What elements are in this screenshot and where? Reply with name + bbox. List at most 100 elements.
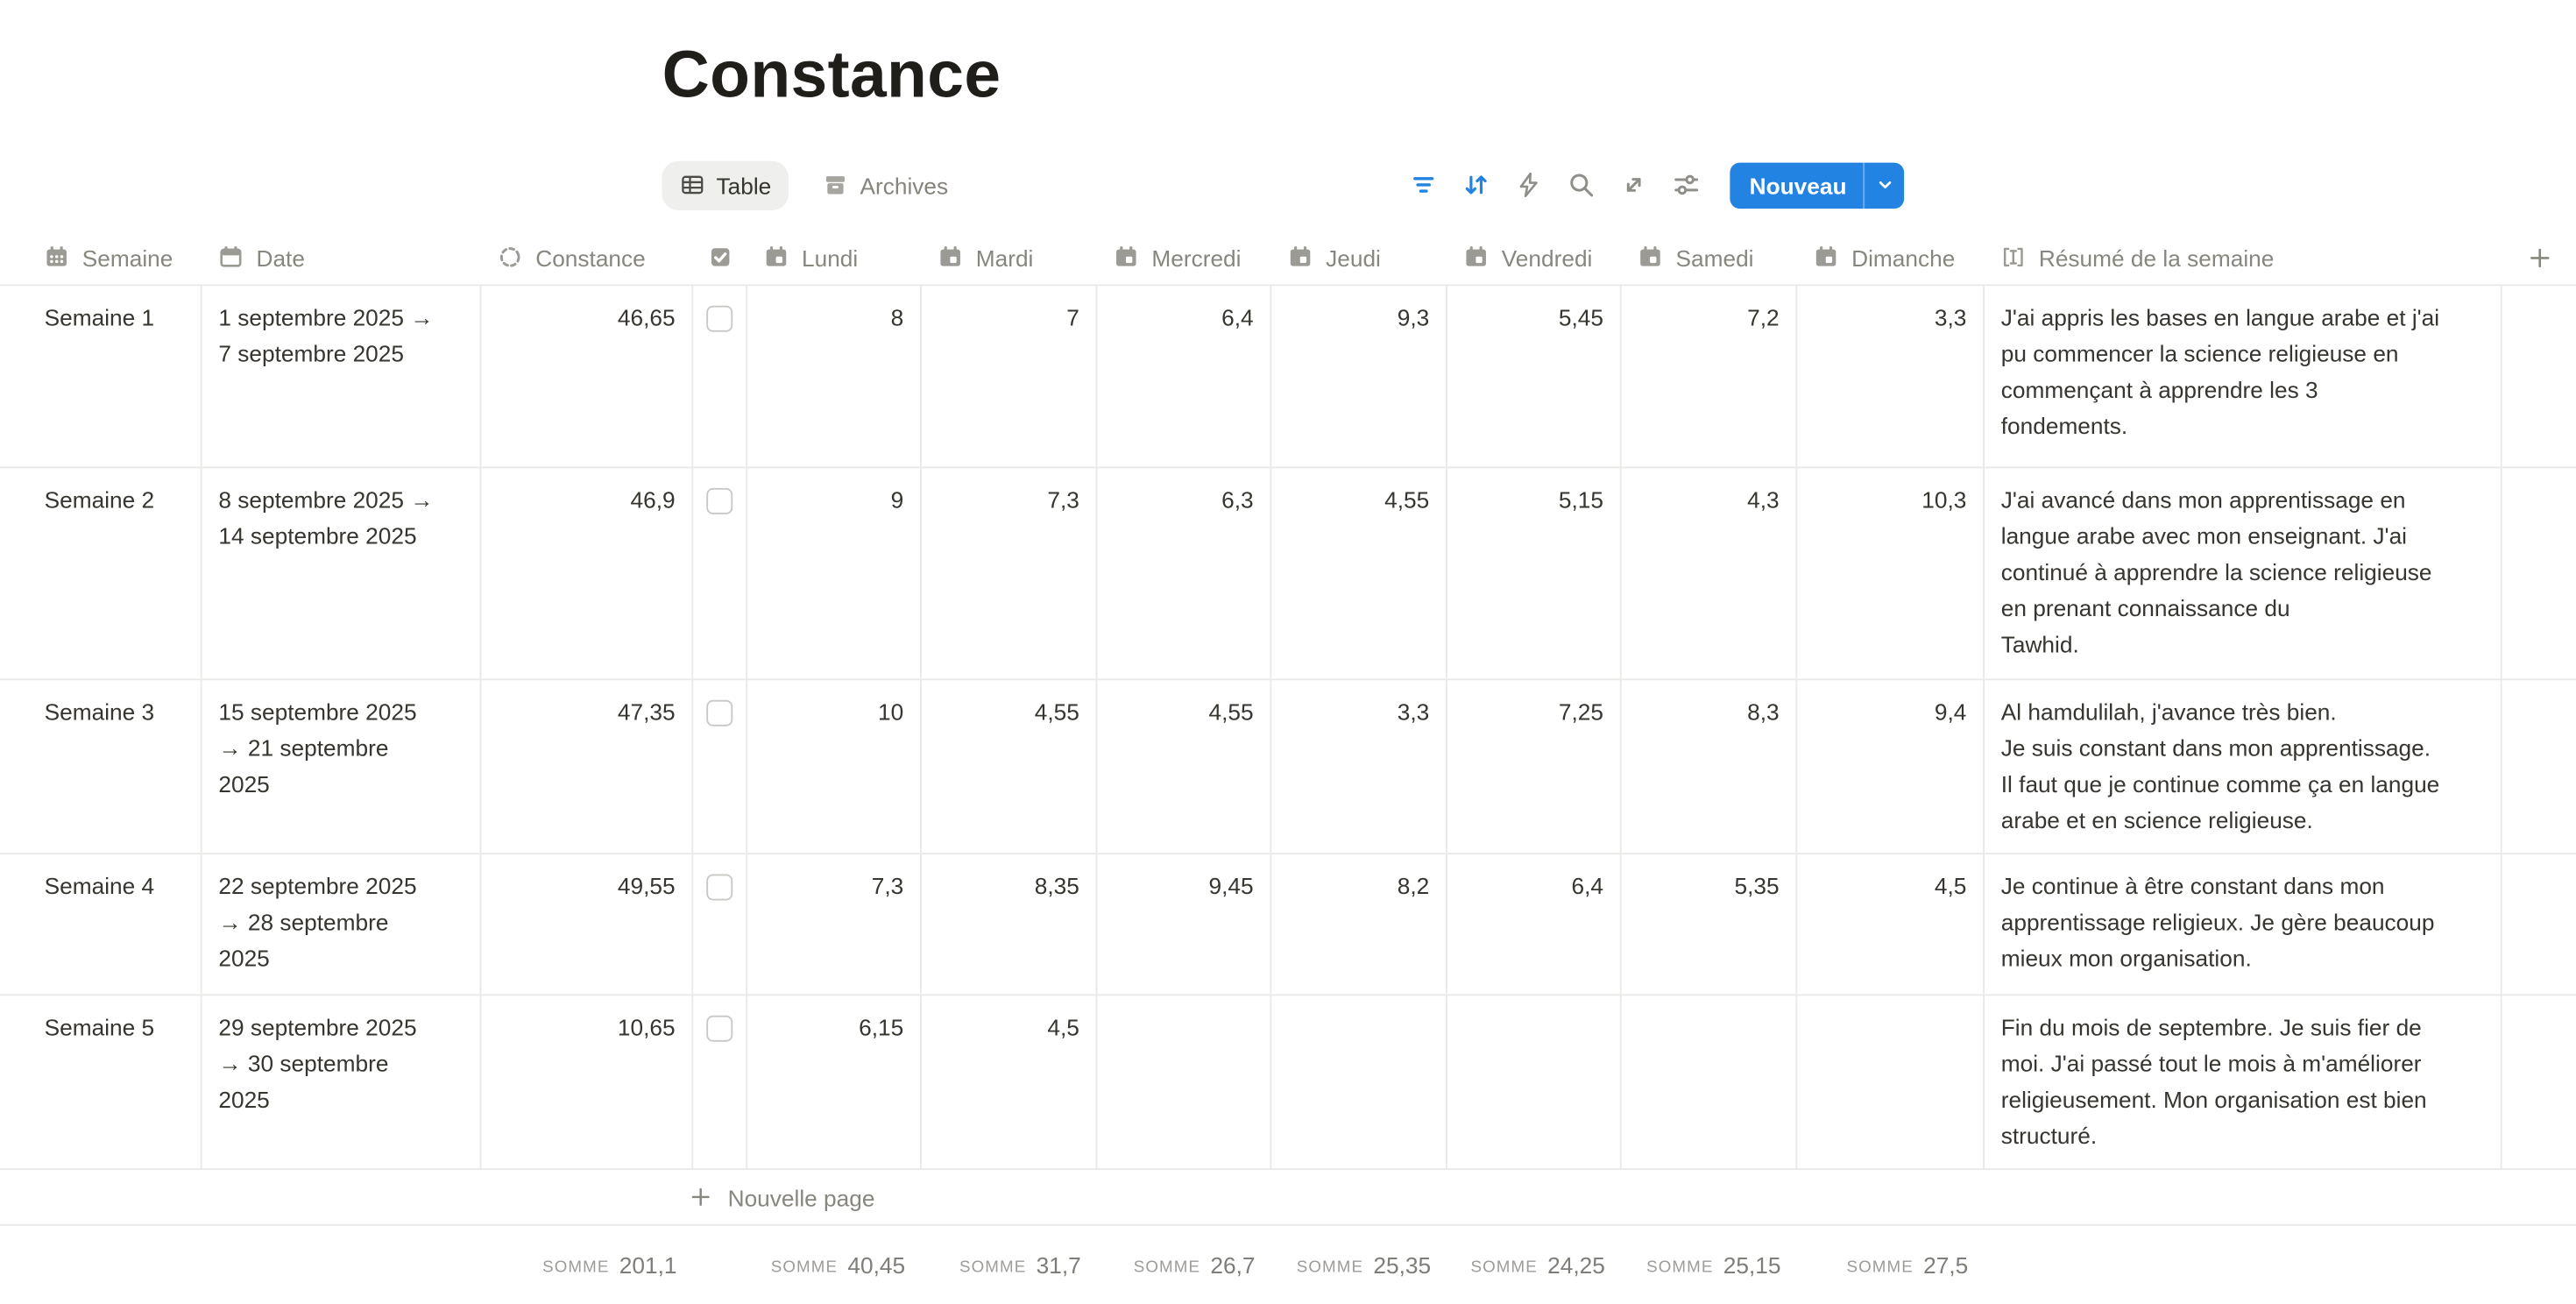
row-checkbox[interactable]	[706, 487, 733, 514]
cell-mardi[interactable]: 7	[922, 286, 1098, 467]
cell-semaine[interactable]: Semaine 1	[0, 286, 202, 467]
cell-resume[interactable]: Al hamdulilah, j'avance très bien. Je su…	[1985, 680, 2502, 854]
cell-samedi[interactable]: 4,3	[1622, 468, 1798, 679]
filter-icon[interactable]	[1410, 171, 1438, 199]
cell-fait[interactable]	[693, 286, 748, 467]
cell-constance[interactable]: 49,55	[481, 854, 694, 995]
cell-resume[interactable]: J'ai appris les bases en langue arabe et…	[1985, 286, 2502, 467]
new-page-row[interactable]: Nouvelle page	[0, 1170, 2576, 1226]
cell-mercredi[interactable]: 9,45	[1098, 854, 1272, 995]
cell-constance[interactable]: 46,9	[481, 468, 694, 679]
sum-samedi[interactable]: SOMME 25,15	[1622, 1226, 1798, 1304]
column-header-checkbox[interactable]	[693, 230, 747, 285]
sum-mardi[interactable]: SOMME 31,7	[922, 1226, 1098, 1304]
column-header-dimanche[interactable]: Dimanche	[1797, 230, 1985, 285]
row-checkbox[interactable]	[706, 874, 733, 901]
cell-vendredi[interactable]: 6,4	[1447, 854, 1622, 995]
cell-constance[interactable]: 47,35	[481, 680, 694, 854]
column-header-lundi[interactable]: Lundi	[747, 230, 922, 285]
cell-vendredi[interactable]: 7,25	[1447, 680, 1622, 854]
column-header-jeudi[interactable]: Jeudi	[1271, 230, 1447, 285]
cell-fait[interactable]	[693, 680, 748, 854]
cell-jeudi[interactable]: 4,55	[1271, 468, 1447, 679]
cell-dimanche[interactable]: 10,3	[1797, 468, 1985, 679]
cell-resume[interactable]: Je continue à être constant dans mon app…	[1985, 854, 2502, 995]
cell-mardi[interactable]: 8,35	[922, 854, 1098, 995]
row-checkbox[interactable]	[706, 1015, 733, 1042]
cell-date[interactable]: 1 septembre 2025 → 7 septembre 2025	[202, 286, 482, 467]
cell-constance[interactable]: 46,65	[481, 286, 694, 467]
sum-dimanche[interactable]: SOMME 27,5	[1797, 1226, 1985, 1304]
cell-lundi-text: 10	[878, 698, 904, 725]
column-header-date[interactable]: Date	[202, 230, 482, 285]
cell-date[interactable]: 29 septembre 2025 → 30 septembre 2025	[202, 996, 482, 1169]
cell-jeudi[interactable]	[1271, 996, 1447, 1169]
cell-mardi[interactable]: 4,55	[922, 680, 1098, 854]
column-header-vendredi[interactable]: Vendredi	[1447, 230, 1622, 285]
tab-archives[interactable]: Archives	[806, 160, 966, 209]
column-header-constance[interactable]: Constance	[481, 230, 693, 285]
cell-fait[interactable]	[693, 468, 748, 679]
sum-constance[interactable]: SOMME 201,1	[481, 1226, 693, 1304]
cell-mercredi[interactable]: 6,4	[1098, 286, 1272, 467]
cell-semaine[interactable]: Semaine 4	[0, 854, 202, 995]
cell-mercredi[interactable]: 4,55	[1098, 680, 1272, 854]
cell-jeudi[interactable]: 3,3	[1271, 680, 1447, 854]
cell-date[interactable]: 22 septembre 2025 → 28 septembre 2025	[202, 854, 482, 995]
cell-jeudi[interactable]: 8,2	[1271, 854, 1447, 995]
cell-samedi[interactable]: 7,2	[1622, 286, 1798, 467]
cell-fait[interactable]	[693, 996, 748, 1169]
view-settings-icon[interactable]	[1673, 171, 1701, 199]
sort-icon[interactable]	[1462, 171, 1490, 199]
automation-icon[interactable]	[1515, 171, 1543, 199]
cell-dimanche[interactable]: 3,3	[1797, 286, 1985, 467]
cell-lundi[interactable]: 9	[747, 468, 922, 679]
cell-mercredi[interactable]: 6,3	[1098, 468, 1272, 679]
cell-semaine[interactable]: Semaine 5	[0, 996, 202, 1169]
cell-constance[interactable]: 10,65	[481, 996, 694, 1169]
cell-vendredi[interactable]	[1447, 996, 1622, 1169]
column-header-semaine[interactable]: Semaine	[0, 230, 202, 285]
cell-vendredi[interactable]: 5,45	[1447, 286, 1622, 467]
sum-lundi[interactable]: SOMME 40,45	[747, 1226, 922, 1304]
add-property-button[interactable]	[2502, 230, 2576, 285]
new-button-dropdown[interactable]	[1865, 174, 1904, 195]
cell-mardi[interactable]: 4,5	[922, 996, 1098, 1169]
cell-date-text: 15 septembre 2025 → 21 septembre 2025	[218, 698, 417, 797]
sum-jeudi[interactable]: SOMME 25,35	[1271, 1226, 1447, 1304]
cell-lundi[interactable]: 8	[747, 286, 922, 467]
tab-table[interactable]: Table	[662, 159, 789, 210]
sum-mercredi[interactable]: SOMME 26,7	[1098, 1226, 1272, 1304]
sum-vendredi[interactable]: SOMME 24,25	[1447, 1226, 1622, 1304]
row-checkbox[interactable]	[706, 305, 733, 332]
column-header-mardi[interactable]: Mardi	[922, 230, 1098, 285]
cell-lundi[interactable]: 10	[747, 680, 922, 854]
row-checkbox[interactable]	[706, 699, 733, 726]
cell-resume[interactable]: Fin du mois de septembre. Je suis fier d…	[1985, 996, 2502, 1169]
cell-lundi[interactable]: 7,3	[747, 854, 922, 995]
column-header-resume[interactable]: Résumé de la semaine	[1985, 230, 2502, 285]
cell-samedi[interactable]: 5,35	[1622, 854, 1798, 995]
cell-mercredi[interactable]	[1098, 996, 1272, 1169]
expand-icon[interactable]	[1620, 171, 1648, 199]
cell-samedi[interactable]: 8,3	[1622, 680, 1798, 854]
cell-fait[interactable]	[693, 854, 748, 995]
cell-semaine[interactable]: Semaine 2	[0, 468, 202, 679]
cell-dimanche[interactable]: 9,4	[1797, 680, 1985, 854]
new-button[interactable]: Nouveau	[1730, 161, 1905, 209]
cell-semaine[interactable]: Semaine 3	[0, 680, 202, 854]
cell-jeudi[interactable]: 9,3	[1271, 286, 1447, 467]
cell-mardi[interactable]: 7,3	[922, 468, 1098, 679]
cell-dimanche[interactable]	[1797, 996, 1985, 1169]
cell-lundi[interactable]: 6,15	[747, 996, 922, 1169]
cell-date[interactable]: 15 septembre 2025 → 21 septembre 2025	[202, 680, 482, 854]
column-header-samedi[interactable]: Samedi	[1622, 230, 1798, 285]
cell-resume[interactable]: J'ai avancé dans mon apprentissage en la…	[1985, 468, 2502, 679]
column-header-mercredi[interactable]: Mercredi	[1098, 230, 1272, 285]
cell-vendredi[interactable]: 5,15	[1447, 468, 1622, 679]
sum-label: SOMME	[1470, 1258, 1538, 1276]
cell-date[interactable]: 8 septembre 2025 → 14 septembre 2025	[202, 468, 482, 679]
search-icon[interactable]	[1568, 171, 1596, 199]
cell-dimanche[interactable]: 4,5	[1797, 854, 1985, 995]
cell-samedi[interactable]	[1622, 996, 1798, 1169]
